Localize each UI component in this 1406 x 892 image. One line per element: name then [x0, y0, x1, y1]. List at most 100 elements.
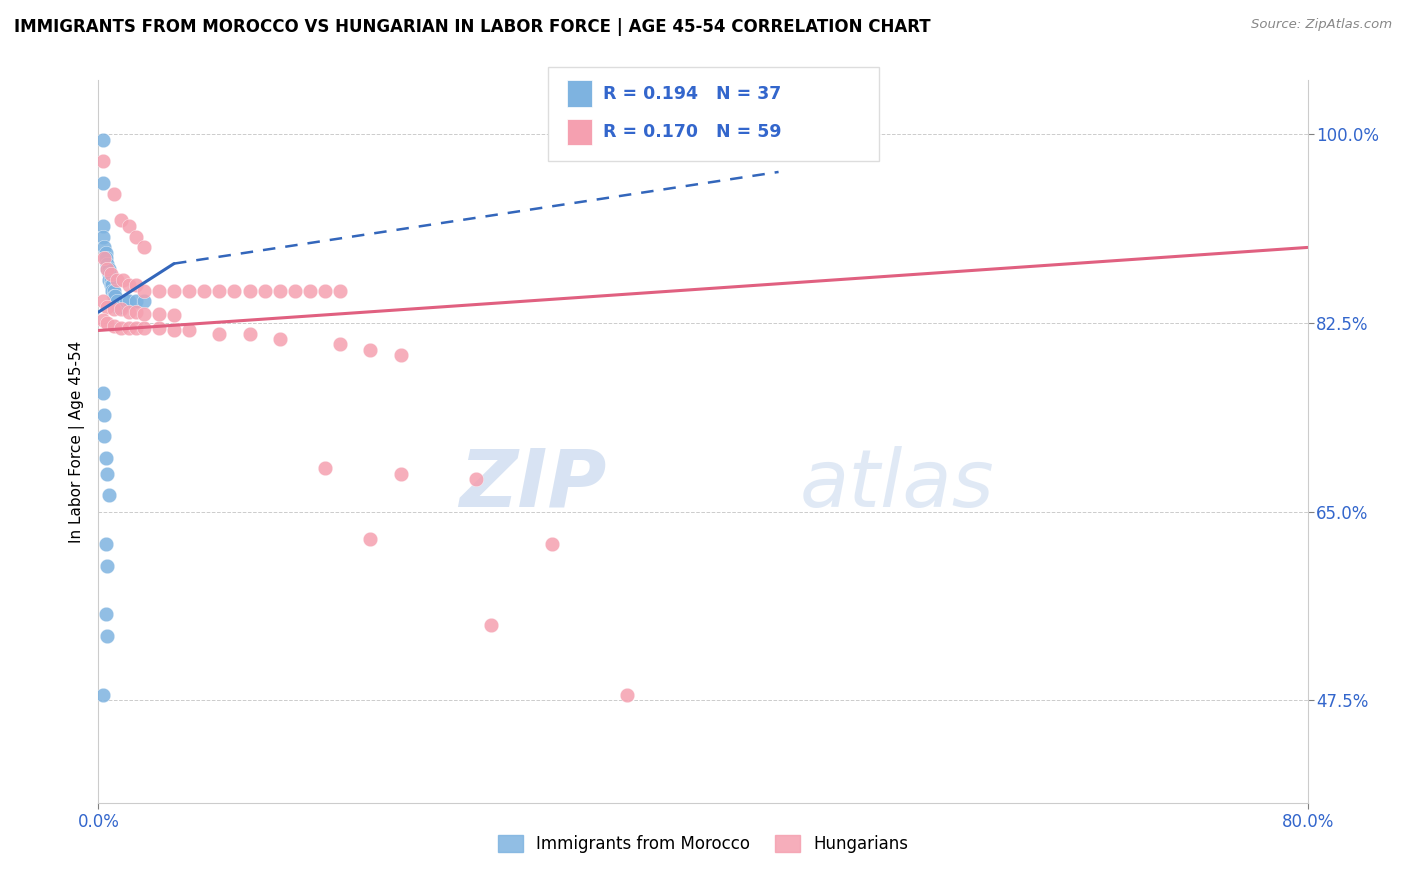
Point — [118, 321, 141, 335]
Point — [91, 386, 114, 401]
Point — [96, 257, 118, 271]
Point — [481, 618, 503, 632]
Point — [96, 262, 118, 277]
Y-axis label: In Labor Force | Age 45-54: In Labor Force | Age 45-54 — [69, 341, 84, 542]
Point — [103, 289, 125, 303]
Point — [125, 229, 148, 244]
Point — [148, 284, 170, 298]
Point — [110, 301, 132, 316]
Point — [118, 305, 141, 319]
Text: ZIP: ZIP — [458, 446, 606, 524]
Point — [360, 343, 382, 357]
Point — [105, 273, 128, 287]
Point — [269, 332, 291, 346]
Point — [118, 219, 141, 233]
Point — [540, 537, 562, 551]
Point — [125, 305, 148, 319]
Point — [93, 251, 115, 265]
Point — [91, 229, 114, 244]
Point — [91, 176, 114, 190]
Text: R = 0.194   N = 37: R = 0.194 N = 37 — [603, 85, 782, 103]
Point — [96, 629, 118, 643]
Point — [98, 262, 121, 277]
Point — [100, 273, 122, 287]
Point — [163, 309, 186, 323]
Point — [98, 273, 121, 287]
Point — [389, 467, 412, 481]
Point — [114, 294, 136, 309]
Point — [616, 688, 638, 702]
Point — [179, 323, 201, 337]
Point — [94, 607, 117, 621]
Point — [208, 326, 231, 341]
Point — [132, 284, 155, 298]
Point — [314, 461, 336, 475]
Point — [239, 326, 262, 341]
Text: Source: ZipAtlas.com: Source: ZipAtlas.com — [1251, 18, 1392, 31]
Point — [94, 450, 117, 465]
Point — [163, 284, 186, 298]
Point — [96, 558, 118, 573]
Point — [269, 284, 291, 298]
Point — [91, 132, 114, 146]
Point — [148, 321, 170, 335]
Point — [389, 348, 412, 362]
Point — [91, 294, 114, 309]
Point — [96, 467, 118, 481]
Point — [314, 284, 336, 298]
Point — [91, 154, 114, 169]
Point — [329, 284, 352, 298]
Point — [284, 284, 307, 298]
Point — [110, 300, 132, 314]
Point — [94, 251, 117, 265]
Point — [132, 321, 155, 335]
Legend: Immigrants from Morocco, Hungarians: Immigrants from Morocco, Hungarians — [491, 828, 915, 860]
Point — [96, 262, 118, 277]
Point — [101, 278, 124, 293]
Point — [96, 316, 118, 330]
Point — [96, 300, 118, 314]
Point — [91, 219, 114, 233]
Point — [111, 273, 134, 287]
Point — [91, 312, 114, 326]
Point — [299, 284, 322, 298]
Point — [125, 278, 148, 293]
Point — [101, 284, 124, 298]
Point — [132, 294, 155, 309]
Point — [91, 688, 114, 702]
Point — [93, 408, 115, 422]
Point — [93, 240, 115, 254]
Point — [103, 284, 125, 298]
Point — [100, 278, 122, 293]
Point — [132, 240, 155, 254]
Point — [104, 289, 127, 303]
Point — [105, 294, 128, 309]
Point — [253, 284, 276, 298]
Point — [360, 532, 382, 546]
Point — [98, 268, 121, 282]
Point — [465, 472, 488, 486]
Point — [163, 323, 186, 337]
Point — [125, 321, 148, 335]
Point — [103, 301, 125, 316]
Point — [329, 337, 352, 351]
Point — [224, 284, 246, 298]
Point — [103, 186, 125, 201]
Point — [193, 284, 215, 298]
Text: IMMIGRANTS FROM MOROCCO VS HUNGARIAN IN LABOR FORCE | AGE 45-54 CORRELATION CHAR: IMMIGRANTS FROM MOROCCO VS HUNGARIAN IN … — [14, 18, 931, 36]
Point — [110, 213, 132, 227]
Point — [93, 429, 115, 443]
Point — [208, 284, 231, 298]
Point — [239, 284, 262, 298]
Point — [110, 321, 132, 335]
Point — [103, 319, 125, 334]
Text: atlas: atlas — [800, 446, 994, 524]
Point — [125, 294, 148, 309]
Point — [148, 307, 170, 321]
Text: R = 0.170   N = 59: R = 0.170 N = 59 — [603, 123, 782, 141]
Point — [94, 245, 117, 260]
Point — [100, 268, 122, 282]
Point — [132, 307, 155, 321]
Point — [107, 300, 129, 314]
Point — [98, 488, 121, 502]
